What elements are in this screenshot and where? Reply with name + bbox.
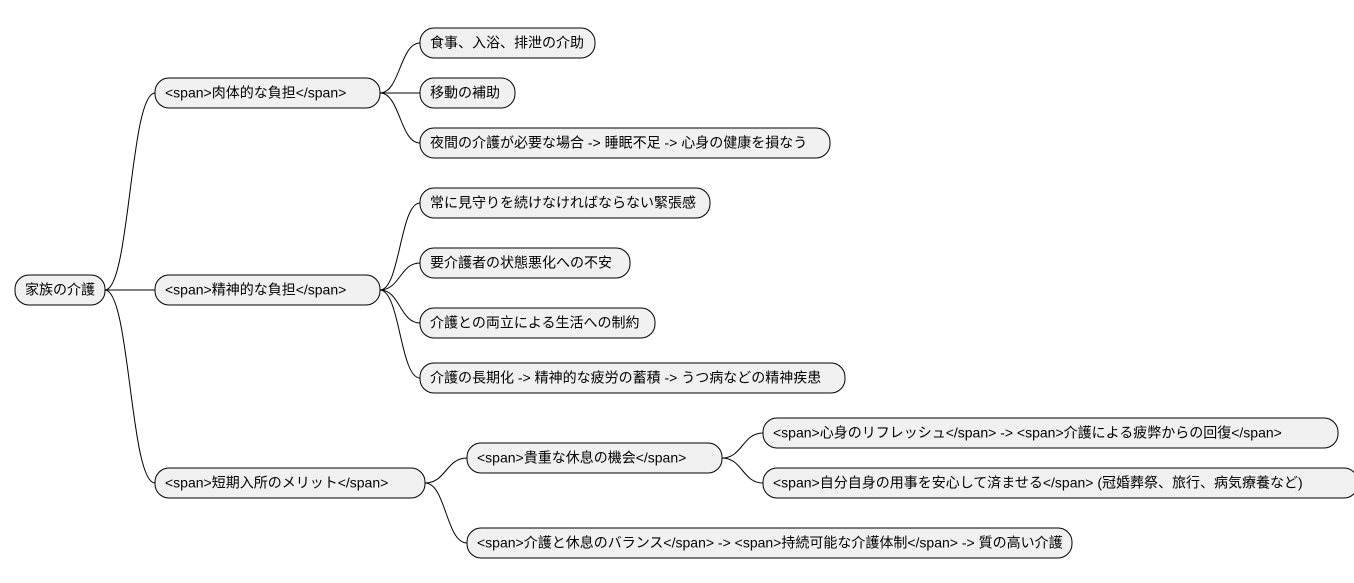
- node-n2a: 常に見守りを続けなければならない緊張感: [420, 188, 710, 218]
- node-label: <span>短期入所のメリット</span>: [165, 475, 388, 491]
- node-n1c: 夜間の介護が必要な場合 -> 睡眠不足 -> 心身の健康を損なう: [420, 128, 830, 158]
- node-label: 要介護者の状態悪化への不安: [430, 255, 612, 271]
- node-label: 移動の補助: [430, 85, 500, 101]
- edge: [105, 290, 155, 483]
- edge: [380, 93, 420, 143]
- edge: [105, 93, 155, 290]
- node-label: <span>自分自身の用事を安心して済ませる</span> (冠婚葬祭、旅行、病…: [773, 475, 1303, 491]
- edge: [425, 458, 467, 483]
- node-root: 家族の介護: [15, 275, 105, 305]
- mindmap-diagram: 家族の介護 <span>肉体的な負担</span> 食事、入浴、排泄の介助移動の補助…: [0, 0, 1354, 583]
- node-n1: <span>肉体的な負担</span>: [155, 78, 380, 108]
- node-label: <span>精神的な負担</span>: [165, 282, 346, 298]
- node-label: <span>貴重な休息の機会</span>: [477, 450, 686, 466]
- node-label: 家族の介護: [25, 282, 95, 298]
- node-label: 食事、入浴、排泄の介助: [430, 35, 584, 51]
- edge: [722, 433, 763, 458]
- node-n3a: <span>貴重な休息の機会</span>: [467, 443, 722, 473]
- node-n2d: 介護の長期化 -> 精神的な疲労の蓄積 -> うつ病などの精神疾患: [420, 363, 845, 393]
- node-n3b: <span>介護と休息のバランス</span> -> <span>持続可能な介護…: [467, 528, 1072, 558]
- edge: [380, 263, 420, 290]
- node-n1b: 移動の補助: [420, 78, 515, 108]
- node-label: <span>介護と休息のバランス</span> -> <span>持続可能な介護…: [477, 535, 1063, 551]
- node-label: 常に見守りを続けなければならない緊張感: [430, 195, 696, 211]
- node-label: <span>肉体的な負担</span>: [165, 85, 346, 101]
- edge: [380, 43, 420, 93]
- edge: [722, 458, 763, 483]
- node-label: <span>心身のリフレッシュ</span> -> <span>介護による疲弊か…: [773, 425, 1282, 441]
- node-n3a1: <span>心身のリフレッシュ</span> -> <span>介護による疲弊か…: [763, 418, 1338, 448]
- node-n2c: 介護との両立による生活への制約: [420, 308, 655, 338]
- node-n2b: 要介護者の状態悪化への不安: [420, 248, 630, 278]
- node-n3: <span>短期入所のメリット</span>: [155, 468, 425, 498]
- node-n1a: 食事、入浴、排泄の介助: [420, 28, 595, 58]
- edge: [380, 290, 420, 323]
- nodes-group: 家族の介護 <span>肉体的な負担</span> 食事、入浴、排泄の介助移動の補助…: [15, 28, 1354, 558]
- node-label: 夜間の介護が必要な場合 -> 睡眠不足 -> 心身の健康を損なう: [430, 135, 807, 151]
- node-label: 介護の長期化 -> 精神的な疲労の蓄積 -> うつ病などの精神疾患: [430, 370, 821, 386]
- edge: [380, 290, 420, 378]
- node-label: 介護との両立による生活への制約: [430, 315, 639, 331]
- node-n2: <span>精神的な負担</span>: [155, 275, 380, 305]
- edge: [425, 483, 467, 543]
- node-n3a2: <span>自分自身の用事を安心して済ませる</span> (冠婚葬祭、旅行、病…: [763, 468, 1354, 498]
